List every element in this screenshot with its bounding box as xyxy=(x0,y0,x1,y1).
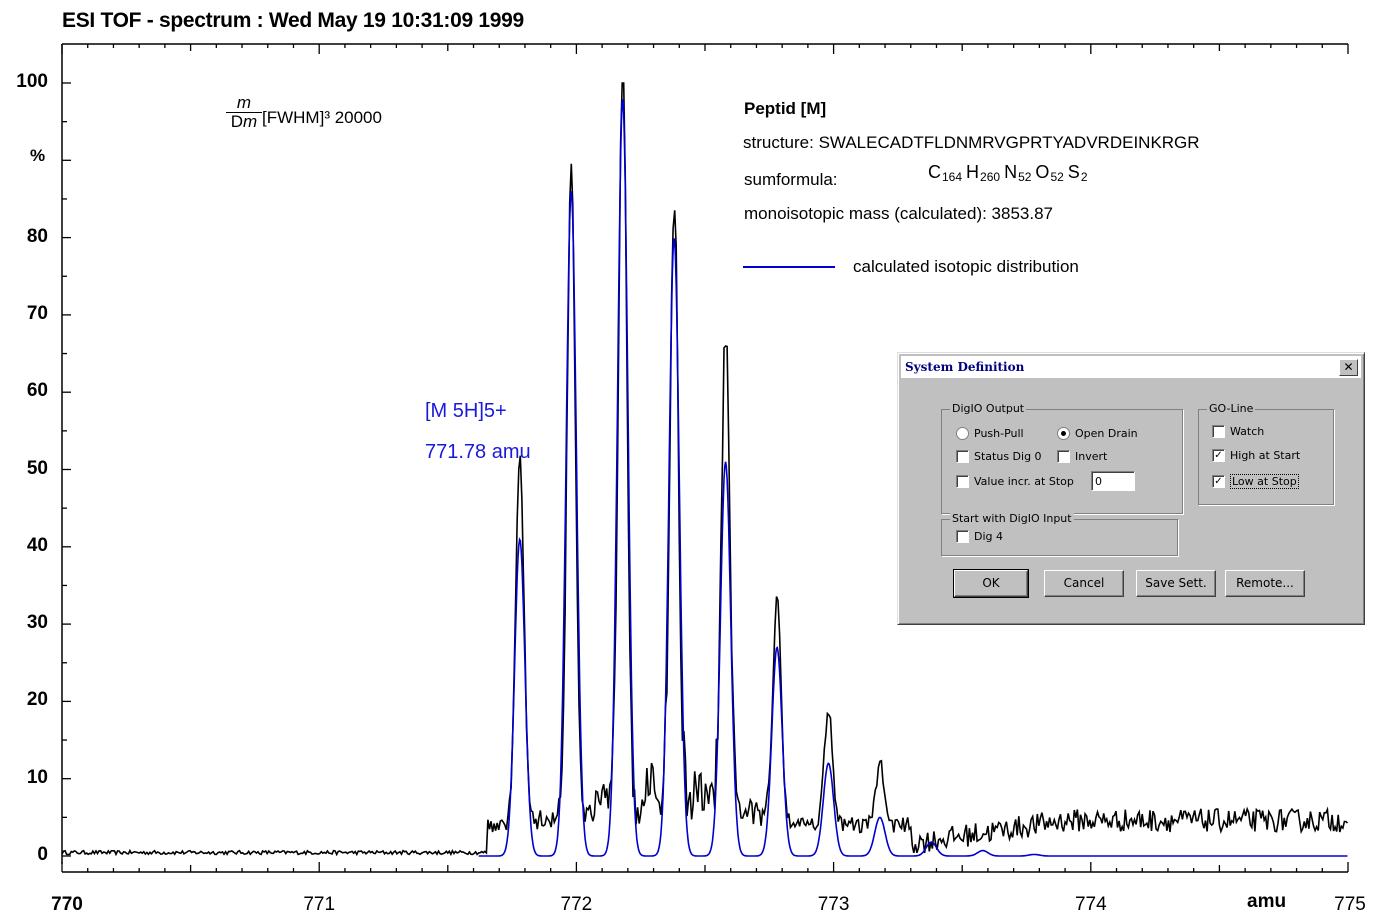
open-drain-label: Open Drain xyxy=(1075,427,1138,440)
y-tick-label: 80 xyxy=(26,225,48,247)
value-incr-label: Value incr. at Stop xyxy=(974,475,1074,488)
radio-icon xyxy=(956,427,969,440)
sumformula-label: sumformula: xyxy=(744,170,838,189)
sum-formula: C164 H260 N52 O52 S2 xyxy=(928,162,1092,184)
checkbox-icon xyxy=(956,530,969,543)
monoisotopic-mass: monoisotopic mass (calculated): 3853.87 xyxy=(744,204,1053,223)
resolution-den-prefix: D xyxy=(230,112,244,131)
invert-label: Invert xyxy=(1075,450,1108,463)
y-tick-label: 70 xyxy=(26,302,48,324)
x-tick-label: 772 xyxy=(560,894,593,915)
formula-element: S xyxy=(1067,162,1080,182)
dig4-checkbox[interactable]: Dig 4 xyxy=(956,530,1003,543)
value-incr-checkbox[interactable]: Value incr. at Stop xyxy=(956,475,1074,488)
value-incr-input[interactable]: 0 xyxy=(1091,471,1135,491)
resolution-den-var: m xyxy=(243,112,258,131)
status-dig-label: Status Dig 0 xyxy=(974,450,1042,463)
system-definition-dialog: System Definition ✕ DigIO Output Push-Pu… xyxy=(897,352,1365,625)
dialog-titlebar[interactable]: System Definition ✕ xyxy=(901,356,1361,378)
y-axis-label: % xyxy=(30,146,46,165)
x-tick-label: 773 xyxy=(817,894,850,915)
push-pull-label: Push-Pull xyxy=(974,427,1024,440)
measured-spectrum-line xyxy=(61,82,1349,857)
y-tick-label: 50 xyxy=(26,457,48,479)
x-tick-label: 775 xyxy=(1334,894,1366,915)
watch-checkbox[interactable]: Watch xyxy=(1212,425,1264,438)
y-tick-label: 40 xyxy=(26,534,48,556)
resolution-value: [FWHM]³ 20000 xyxy=(262,108,382,127)
save-settings-button[interactable]: Save Sett. xyxy=(1136,570,1216,597)
digio-output-group: DigIO Output xyxy=(941,402,1183,514)
digio-output-group-label: DigIO Output xyxy=(950,402,1027,415)
y-tick-label: 20 xyxy=(26,689,48,711)
start-digio-group: Start with DigIO Input xyxy=(941,512,1178,556)
close-icon[interactable]: ✕ xyxy=(1339,359,1358,376)
peptide-structure: structure: SWALECADTFLDNMRVGPRTYADVRDEIN… xyxy=(743,133,1200,152)
low-at-stop-label: Low at Stop xyxy=(1230,474,1299,489)
legend-entry: calculated isotopic distribution xyxy=(853,257,1079,276)
dialog-title: System Definition xyxy=(905,360,1025,374)
formula-element: O xyxy=(1035,162,1050,182)
checkbox-icon xyxy=(1212,425,1225,438)
checkmark-icon: ✓ xyxy=(1212,475,1225,488)
go-line-group-label: GO-Line xyxy=(1207,402,1256,415)
cancel-button[interactable]: Cancel xyxy=(1044,570,1124,597)
go-line-group: GO-Line xyxy=(1198,402,1334,505)
y-tick-label: 30 xyxy=(26,612,48,634)
ion-annotation: [M 5H]5+ xyxy=(425,400,507,422)
formula-count: 2 xyxy=(1080,170,1088,184)
y-tick-label: 100 xyxy=(16,71,48,92)
high-at-start-label: High at Start xyxy=(1230,449,1301,462)
formula-count: 260 xyxy=(980,170,1001,184)
open-drain-radio[interactable]: Open Drain xyxy=(1057,427,1138,440)
y-tick-label: 60 xyxy=(26,380,48,402)
low-at-stop-checkbox[interactable]: ✓ Low at Stop xyxy=(1212,474,1299,489)
watch-label: Watch xyxy=(1230,425,1265,438)
chart-title: ESI TOF - spectrum : Wed May 19 10:31:09… xyxy=(62,9,524,32)
radio-selected-icon xyxy=(1057,427,1070,440)
checkbox-icon xyxy=(956,450,969,463)
dig4-label: Dig 4 xyxy=(974,530,1004,543)
formula-element: C xyxy=(928,162,941,182)
high-at-start-checkbox[interactable]: ✓ High at Start xyxy=(1212,449,1300,462)
ok-button[interactable]: OK xyxy=(953,569,1029,598)
calculated-distribution-line xyxy=(478,99,1348,857)
push-pull-radio[interactable]: Push-Pull xyxy=(956,427,1024,440)
y-tick-label: 10 xyxy=(26,766,48,788)
legend-line-swatch xyxy=(743,266,835,268)
checkmark-icon: ✓ xyxy=(1212,449,1225,462)
x-tick-label: 770 xyxy=(51,894,83,915)
axis-ticks xyxy=(61,44,1349,872)
formula-element: N xyxy=(1004,162,1018,182)
y-tick-label: 0 xyxy=(37,844,48,865)
formula-count: 52 xyxy=(1050,170,1064,184)
formula-count: 164 xyxy=(942,170,963,184)
x-axis-label: amu xyxy=(1247,891,1287,912)
checkbox-icon xyxy=(956,475,969,488)
remote-button[interactable]: Remote... xyxy=(1225,570,1305,597)
invert-checkbox[interactable]: Invert xyxy=(1057,450,1107,463)
peptide-heading: Peptid [M] xyxy=(744,99,827,118)
ion-mass-annotation: 771.78 amu xyxy=(425,441,531,463)
x-tick-label: 774 xyxy=(1074,894,1107,915)
checkbox-icon xyxy=(1057,450,1070,463)
start-digio-group-label: Start with DigIO Input xyxy=(950,512,1074,525)
x-tick-label: 771 xyxy=(303,894,336,915)
formula-element: H xyxy=(966,162,980,182)
resolution-numerator: m xyxy=(226,94,262,113)
formula-count: 52 xyxy=(1018,170,1032,184)
status-dig-checkbox[interactable]: Status Dig 0 xyxy=(956,450,1042,463)
